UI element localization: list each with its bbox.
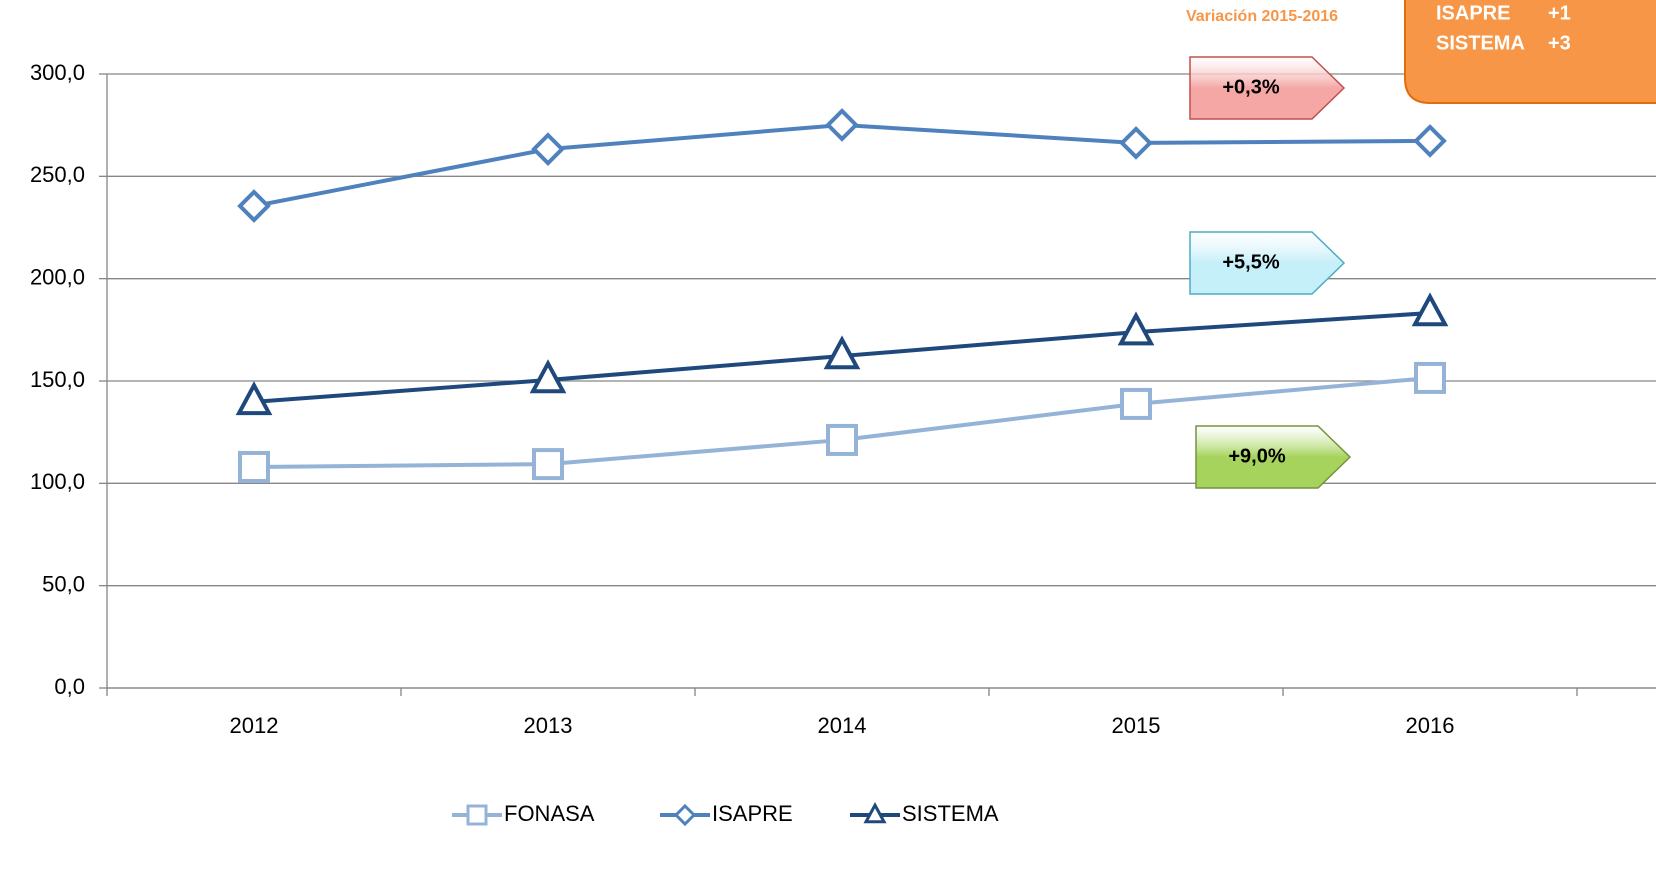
callout bbox=[1195, 425, 1352, 489]
marker bbox=[673, 803, 697, 827]
callout-label: +9,0% bbox=[1228, 445, 1285, 467]
x-tick-label: 2015 bbox=[1112, 713, 1161, 738]
marker bbox=[531, 132, 565, 166]
marker bbox=[1117, 311, 1155, 346]
x-tick-label: 2013 bbox=[524, 713, 573, 738]
info-box-name: SISTEMA bbox=[1436, 32, 1525, 54]
legend-label: ISAPRE bbox=[712, 801, 793, 826]
marker bbox=[1414, 361, 1446, 394]
marker bbox=[823, 335, 861, 370]
x-tick-label: 2016 bbox=[1406, 713, 1455, 738]
marker bbox=[1119, 126, 1153, 160]
marker bbox=[237, 189, 271, 223]
marker bbox=[235, 381, 273, 416]
marker bbox=[529, 359, 567, 394]
marker bbox=[1413, 124, 1447, 158]
marker bbox=[825, 108, 859, 142]
y-tick-label: 250,0 bbox=[30, 162, 85, 187]
marker bbox=[466, 804, 488, 826]
y-tick-label: 50,0 bbox=[42, 571, 85, 596]
info-box-title: Variación 2015-2016 bbox=[1186, 8, 1338, 25]
y-tick-label: 150,0 bbox=[30, 367, 85, 392]
marker bbox=[826, 423, 858, 456]
legend-label: SISTEMA bbox=[902, 801, 999, 826]
x-tick-label: 2014 bbox=[818, 713, 867, 738]
marker bbox=[863, 801, 887, 824]
y-tick-label: 200,0 bbox=[30, 264, 85, 289]
marker bbox=[238, 450, 270, 483]
x-tick-label: 2012 bbox=[230, 713, 279, 738]
info-box-name: ISAPRE bbox=[1436, 2, 1510, 24]
marker bbox=[1411, 292, 1449, 327]
callout-label: +5,5% bbox=[1222, 251, 1279, 273]
marker bbox=[1120, 387, 1152, 420]
callout bbox=[1189, 231, 1346, 295]
y-tick-label: 0,0 bbox=[54, 674, 85, 699]
info-box bbox=[1404, 0, 1656, 104]
callout-label: +0,3% bbox=[1222, 76, 1279, 98]
callout bbox=[1189, 56, 1346, 120]
legend-label: FONASA bbox=[504, 801, 595, 826]
y-tick-label: 100,0 bbox=[30, 469, 85, 494]
marker bbox=[532, 448, 564, 481]
y-tick-label: 300,0 bbox=[30, 60, 85, 85]
info-box-value: +1 bbox=[1548, 2, 1571, 24]
info-box-value: +3 bbox=[1548, 32, 1571, 54]
